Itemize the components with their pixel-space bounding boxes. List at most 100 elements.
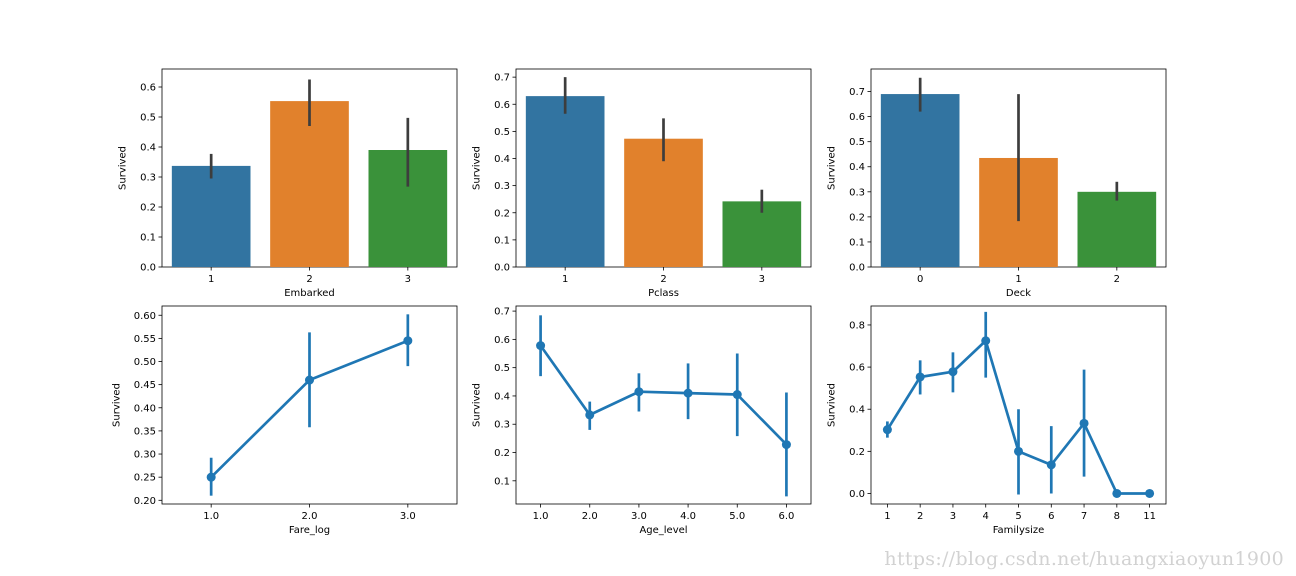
y-tick-label: 0.3 bbox=[849, 187, 865, 198]
y-tick-label: 0.5 bbox=[140, 113, 156, 124]
x-tick-label: 1 bbox=[884, 511, 890, 522]
data-point bbox=[732, 390, 742, 400]
subplot-6: 0.0 0.2 0.4 0.6 0.8 1 2 3 4 5 6 7 8 11 Familysize Survi… bbox=[827, 305, 1167, 536]
y-axis-label: Survived bbox=[472, 146, 483, 190]
x-tick-label: 2.0 bbox=[302, 511, 318, 522]
subplot-1: 0.0 0.1 0.2 0.3 0.4 0.5 0.6 1 2 3 Embarked Survived bbox=[118, 68, 458, 299]
data-point bbox=[948, 367, 958, 377]
x-tick-label: 0 bbox=[917, 274, 923, 285]
data-point bbox=[585, 410, 595, 420]
y-tick-label: 0.1 bbox=[494, 476, 510, 487]
x-tick-label: 3 bbox=[405, 274, 411, 285]
y-tick-label: 0.6 bbox=[494, 100, 510, 111]
data-point bbox=[536, 341, 546, 351]
y-tick-label: 0.1 bbox=[849, 237, 865, 248]
y-tick-label: 0.0 bbox=[494, 263, 510, 274]
x-tick-label: 5 bbox=[1015, 511, 1021, 522]
y-tick-label: 0.4 bbox=[140, 143, 156, 154]
data-point bbox=[305, 375, 314, 385]
y-tick-label: 0.3 bbox=[140, 173, 156, 184]
x-tick-label: 6.0 bbox=[778, 511, 794, 522]
y-axis-label: Survived bbox=[827, 383, 838, 427]
x-axis-label: Familysize bbox=[993, 525, 1045, 536]
subplot-5: 0.1 0.2 0.3 0.4 0.5 0.6 0.7 1.0 2.0 3.0 4.0 5.0 6.0 A… bbox=[472, 305, 812, 536]
data-point bbox=[981, 336, 991, 346]
data-point bbox=[634, 387, 644, 397]
x-tick-label: 1.0 bbox=[533, 511, 549, 522]
y-tick-label: 0.3 bbox=[494, 420, 510, 431]
x-tick-label: 6 bbox=[1048, 511, 1054, 522]
data-point bbox=[915, 372, 925, 382]
x-axis-label: Pclass bbox=[648, 288, 679, 299]
data-point bbox=[206, 472, 216, 482]
y-tick-label: 0.4 bbox=[494, 154, 510, 165]
x-tick-label: 4 bbox=[983, 511, 989, 522]
x-tick-label: 1.0 bbox=[203, 511, 219, 522]
y-tick-label: 0.55 bbox=[134, 334, 156, 345]
subplot-3: 0.0 0.1 0.2 0.3 0.4 0.5 0.6 0.7 0 1 2 Deck Survived bbox=[827, 68, 1167, 299]
y-tick-label: 0.0 bbox=[849, 489, 865, 500]
y-tick-label: 0.2 bbox=[494, 448, 510, 459]
x-tick-label: 5.0 bbox=[729, 511, 745, 522]
bar bbox=[171, 165, 251, 267]
bar bbox=[1077, 191, 1157, 267]
y-tick-label: 0.4 bbox=[849, 405, 865, 416]
data-point bbox=[1014, 446, 1023, 456]
x-tick-label: 2 bbox=[306, 274, 312, 285]
bar bbox=[525, 96, 605, 267]
x-tick-label: 3 bbox=[759, 274, 765, 285]
y-tick-label: 0.1 bbox=[494, 235, 510, 246]
y-tick-label: 0.5 bbox=[494, 127, 510, 138]
y-tick-label: 0.2 bbox=[140, 203, 156, 214]
axes-frame bbox=[515, 305, 812, 505]
x-axis-label: Age_level bbox=[639, 525, 687, 536]
x-tick-label: 1 bbox=[208, 274, 214, 285]
x-tick-label: 2 bbox=[660, 274, 666, 285]
x-axis-label: Embarked bbox=[284, 288, 335, 299]
y-tick-label: 0.5 bbox=[849, 137, 865, 148]
x-tick-label: 7 bbox=[1081, 511, 1087, 522]
y-tick-label: 0.8 bbox=[849, 320, 865, 331]
bar bbox=[880, 94, 960, 267]
data-point bbox=[683, 388, 693, 398]
subplot-2: 0.0 0.1 0.2 0.3 0.4 0.5 0.6 0.7 1 2 3 Pclass Survive… bbox=[472, 68, 812, 299]
y-tick-label: 0.4 bbox=[494, 391, 510, 402]
y-axis-label: Survived bbox=[827, 146, 838, 190]
y-tick-label: 0.4 bbox=[849, 162, 865, 173]
y-axis-label: Survived bbox=[118, 146, 129, 190]
y-tick-label: 0.20 bbox=[134, 496, 156, 507]
y-tick-label: 0.40 bbox=[134, 403, 156, 414]
y-tick-label: 0.25 bbox=[134, 473, 156, 484]
y-tick-label: 0.60 bbox=[134, 311, 156, 322]
x-axis-label: Deck bbox=[1006, 288, 1031, 299]
data-point bbox=[403, 336, 413, 346]
x-tick-label: 2 bbox=[917, 511, 923, 522]
y-tick-label: 0.2 bbox=[494, 208, 510, 219]
y-tick-label: 0.2 bbox=[849, 212, 865, 223]
y-tick-label: 0.3 bbox=[494, 181, 510, 192]
y-tick-label: 0.6 bbox=[494, 335, 510, 346]
y-tick-label: 0.45 bbox=[134, 380, 156, 391]
y-axis-label: Survived bbox=[112, 383, 123, 427]
x-tick-label: 11 bbox=[1143, 511, 1156, 522]
y-tick-label: 0.50 bbox=[134, 357, 156, 368]
y-tick-label: 0.30 bbox=[134, 450, 156, 461]
y-tick-label: 0.6 bbox=[140, 83, 156, 94]
y-tick-label: 0.35 bbox=[134, 426, 156, 437]
x-tick-label: 8 bbox=[1114, 511, 1120, 522]
y-tick-label: 0.7 bbox=[494, 73, 510, 84]
x-tick-label: 4.0 bbox=[680, 511, 696, 522]
subplot-4: 0.20 0.25 0.30 0.35 0.40 0.45 0.50 0.55 0.60 1.0 2… bbox=[112, 305, 458, 536]
data-point bbox=[1145, 488, 1155, 498]
y-tick-label: 0.6 bbox=[849, 112, 865, 123]
data-point bbox=[1079, 418, 1089, 428]
x-tick-label: 2 bbox=[1114, 274, 1120, 285]
data-point bbox=[1046, 460, 1056, 470]
x-tick-label: 1 bbox=[562, 274, 568, 285]
y-tick-label: 0.6 bbox=[849, 363, 865, 374]
watermark: https://blog.csdn.net/huangxiaoyun1900 bbox=[884, 548, 1284, 570]
y-tick-label: 0.0 bbox=[140, 263, 156, 274]
x-tick-label: 2.0 bbox=[582, 511, 598, 522]
y-tick-label: 0.7 bbox=[849, 87, 865, 98]
